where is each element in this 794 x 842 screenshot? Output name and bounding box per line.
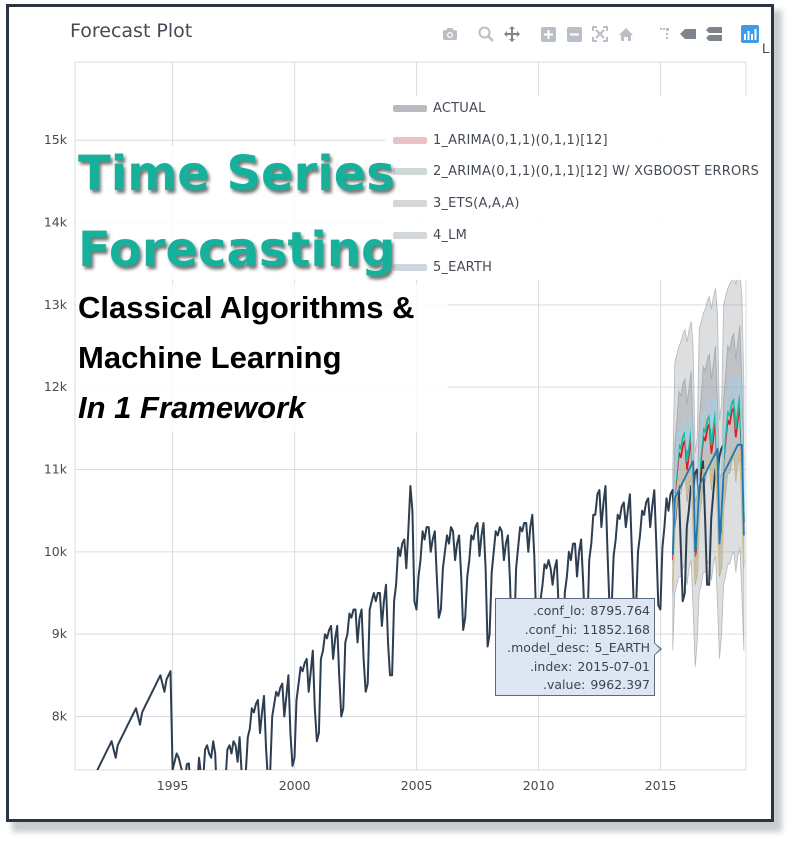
legend-swatch: [393, 199, 427, 207]
hover-pointer-fill: [654, 643, 660, 655]
x-tick-label: 2005: [401, 778, 433, 793]
x-tick-label: 2015: [645, 778, 677, 793]
hover-tooltip: .conf_lo: 8795.764 .conf_hi: 11852.168 .mo…: [495, 598, 655, 696]
banner-backdrop: [76, 284, 448, 432]
spike-lines-icon[interactable]: [652, 24, 672, 44]
plotly-logo-icon[interactable]: [740, 24, 760, 44]
y-tick-label: 10k: [44, 544, 68, 559]
y-tick-label: 14k: [44, 215, 68, 230]
legend-swatch: [393, 136, 427, 144]
banner-title-line1: Time Series: [78, 146, 395, 202]
legend-item-earth[interactable]: 5_EARTH: [393, 255, 492, 279]
legend-label: 4_LM: [433, 227, 468, 243]
y-tick-label: 11k: [44, 462, 68, 477]
y-tick-label: 9k: [52, 626, 68, 641]
y-tick-label: 8k: [52, 708, 68, 723]
legend-label: 1_ARIMA(0,1,1)(0,1,1)[12]: [433, 132, 608, 148]
reset-axes-icon[interactable]: [616, 24, 636, 44]
forecast-series-line: [671, 443, 745, 556]
legend-label: ACTUAL: [433, 100, 486, 116]
hover-closest-icon[interactable]: [678, 24, 698, 44]
x-tick-label: 2000: [279, 778, 311, 793]
x-tick-label: 1995: [157, 778, 189, 793]
banner-subtitle-line3: In 1 Framework: [78, 390, 306, 425]
zoom-icon[interactable]: [476, 24, 496, 44]
hover-compare-icon[interactable]: [704, 24, 724, 44]
zoom-in-icon[interactable]: [538, 24, 558, 44]
y-tick-label: 15k: [44, 132, 68, 147]
banner-subtitle-line1: Classical Algorithms &: [78, 290, 415, 325]
hover-row: .value: 9962.397: [543, 677, 650, 692]
plot-title: Forecast Plot: [70, 20, 193, 42]
x-tick-label: 2010: [523, 778, 555, 793]
actual-series-line: [96, 444, 725, 770]
legend-item-ets[interactable]: 3_ETS(A,A,A): [393, 191, 520, 215]
banner-backdrop: [76, 146, 386, 280]
modebar-trailing-text: L: [762, 40, 770, 56]
legend-item-actual[interactable]: ACTUAL: [393, 96, 486, 120]
zoom-out-icon[interactable]: [564, 24, 584, 44]
legend-item-arima[interactable]: 1_ARIMA(0,1,1)(0,1,1)[12]: [393, 128, 608, 152]
legend-swatch: [393, 167, 427, 175]
legend-swatch: [393, 104, 427, 112]
banner-title-line2: Forecasting: [78, 222, 396, 278]
forecast-series-line: [671, 394, 745, 557]
banner-subtitle-line2: Machine Learning: [78, 340, 342, 375]
legend-item-lm[interactable]: 4_LM: [393, 223, 467, 247]
legend-label: 2_ARIMA(0,1,1)(0,1,1)[12] W/ XGBOOST ERR…: [433, 163, 760, 179]
legend: ACTUAL 1_ARIMA(0,1,1)(0,1,1)[12] 2_ARIMA…: [385, 96, 765, 280]
autoscale-icon[interactable]: [590, 24, 610, 44]
hover-row: .conf_lo: 8795.764: [532, 603, 650, 618]
legend-label: 5_EARTH: [433, 259, 493, 275]
forecast-series-line: [671, 373, 745, 548]
legend-label: 3_ETS(A,A,A): [433, 195, 520, 211]
pan-icon[interactable]: [502, 24, 522, 44]
hover-row: .model_desc: 5_EARTH: [507, 640, 650, 655]
y-tick-label: 12k: [44, 379, 68, 394]
series-lines: [96, 373, 745, 770]
legend-swatch: [393, 263, 427, 271]
hover-row: .index: 2015-07-01: [529, 658, 650, 674]
legend-swatch: [393, 231, 427, 239]
camera-icon[interactable]: [440, 24, 460, 44]
axes: 1995 2000 2005 2010 2015 8k 9k 10k 11k 12k 13k 14k 1…: [44, 132, 677, 793]
forecast-series-line: [671, 448, 745, 585]
hover-row: .conf_hi: 11852.168: [524, 621, 650, 637]
forecast-series-line: [671, 402, 745, 561]
y-tick-label: 13k: [44, 297, 68, 312]
legend-item-arima-xgboost[interactable]: 2_ARIMA(0,1,1)(0,1,1)[12] W/ XGBOOST ERR…: [393, 159, 759, 183]
